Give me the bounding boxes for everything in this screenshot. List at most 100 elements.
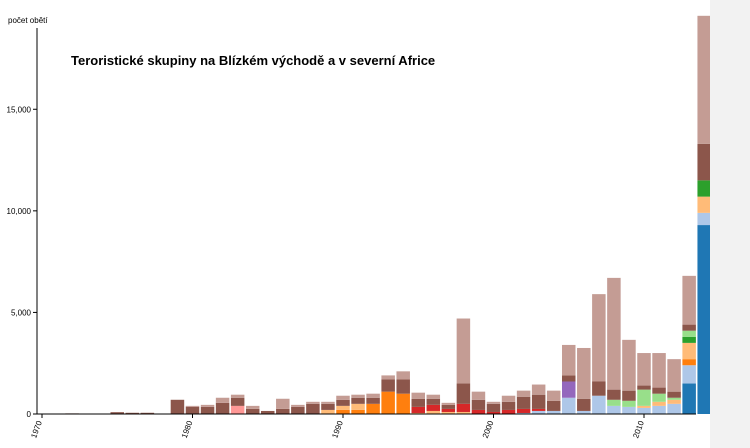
bar-segment (336, 399, 350, 406)
bar-segment (351, 397, 365, 404)
x-tick-label: 1980 (180, 419, 195, 439)
bar-segment (562, 375, 576, 382)
bar-segment (426, 394, 441, 399)
bar-segment (637, 389, 651, 406)
bar-segment (592, 381, 606, 396)
y-tick-label: 10,000 (7, 207, 32, 216)
bar-segment (321, 409, 335, 414)
bar-segment (276, 408, 290, 414)
bar-segment (607, 399, 621, 406)
bar-segment (682, 383, 696, 414)
bar-segment (185, 406, 200, 414)
bar-segment (351, 409, 365, 414)
bar-segment (230, 397, 245, 406)
bar-segment (622, 339, 636, 391)
y-axis-label: počet obětí (8, 16, 48, 25)
bars-layer (65, 15, 710, 414)
bar-segment (351, 403, 365, 410)
x-tick-label: 2010 (631, 419, 646, 439)
bar-segment (351, 394, 365, 398)
bar-segment (546, 390, 561, 401)
bar-segment (531, 410, 546, 414)
bar-segment (426, 398, 441, 405)
bar-segment (546, 400, 561, 411)
bar-segment (306, 401, 320, 404)
bar-segment (622, 406, 636, 414)
bar-segment (381, 375, 395, 380)
bar-segment (200, 406, 215, 414)
bar-segment (516, 396, 531, 409)
bar-segment (592, 395, 606, 414)
bar-segment (396, 371, 410, 380)
bar-segment (456, 411, 471, 414)
bar-segment (577, 347, 591, 399)
bar-segment (486, 411, 501, 414)
bar-segment (366, 403, 380, 414)
y-tick-label: 15,000 (7, 105, 32, 114)
y-axis: 0 5,000 10,000 15,000 (7, 28, 38, 419)
bar-segment (501, 409, 516, 414)
bar-segment (667, 403, 681, 414)
x-tick-label: 1970 (29, 419, 44, 439)
bar-segment (652, 393, 666, 402)
bar-segment (230, 394, 245, 398)
y-tick-label: 5,000 (11, 308, 32, 317)
bar-segment (411, 412, 425, 414)
bar-segment (667, 359, 681, 392)
bar-segment (667, 397, 681, 400)
bar-segment (471, 391, 486, 400)
bar-segment (185, 405, 200, 407)
bar-segment (306, 403, 320, 414)
bar-segment (200, 404, 215, 407)
bar-segment (336, 409, 350, 414)
bar-segment (276, 398, 290, 409)
bar-segment (682, 330, 696, 337)
bar-segment (456, 403, 471, 412)
bar-segment (652, 405, 666, 414)
bar-segment (381, 391, 395, 414)
side-panel (710, 0, 750, 448)
bar-segment (501, 401, 516, 410)
bar-segment (230, 405, 245, 414)
bar-segment (697, 196, 710, 213)
bar-segment (501, 395, 516, 402)
bar-segment (697, 180, 710, 197)
x-tick-label: 1990 (330, 419, 345, 439)
bar-segment (682, 324, 696, 331)
bar-segment (607, 389, 621, 400)
bar-segment (245, 408, 260, 414)
bar-segment (531, 408, 546, 411)
bar-segment (291, 404, 305, 407)
bar-segment (546, 410, 561, 414)
bar-segment (411, 406, 425, 413)
bar-segment (592, 294, 606, 382)
bar-segment (426, 410, 441, 414)
bar-segment (682, 365, 696, 384)
bar-segment (637, 407, 651, 414)
bar-segment (607, 405, 621, 414)
bar-segment (667, 391, 681, 398)
bar-segment (291, 406, 305, 414)
bar-segment (125, 412, 140, 414)
bar-segment (170, 399, 185, 414)
bar-segment (697, 212, 710, 226)
bar-segment (697, 143, 710, 181)
bar-segment (652, 401, 666, 406)
bar-segment (562, 381, 576, 398)
bar-segment (622, 400, 636, 407)
bar-segment (441, 402, 456, 405)
bar-segment (426, 404, 441, 411)
bar-segment (411, 392, 425, 399)
bar-segment (456, 318, 471, 384)
bar-segment (366, 393, 380, 398)
bar-segment (682, 336, 696, 343)
bar-segment (396, 393, 410, 414)
bar-segment (622, 390, 636, 401)
bar-segment (245, 405, 260, 409)
bar-segment (682, 342, 696, 360)
bar-segment (441, 411, 456, 414)
bar-segment (215, 402, 230, 414)
bar-segment (140, 412, 155, 414)
bar-segment (637, 405, 651, 408)
